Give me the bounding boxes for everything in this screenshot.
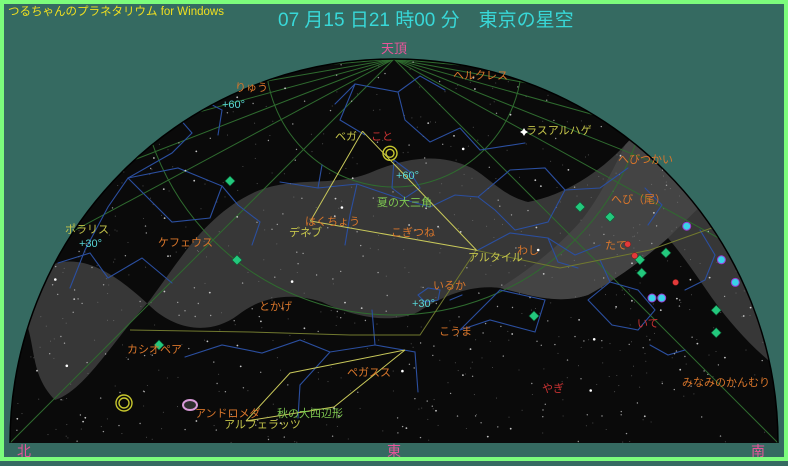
svg-text:たて: たて: [605, 239, 627, 252]
svg-text:デネブ: デネブ: [289, 225, 322, 239]
svg-text:天頂: 天頂: [381, 41, 407, 56]
svg-text:りゅう: りゅう: [235, 81, 268, 94]
svg-text:ペガスス: ペガスス: [347, 366, 391, 379]
svg-text:いて: いて: [637, 318, 659, 330]
svg-text:秋の大四辺形: 秋の大四辺形: [277, 406, 343, 420]
svg-text:みなみのかんむり: みなみのかんむり: [682, 376, 770, 389]
svg-text:ベガ: ベガ: [335, 130, 357, 143]
svg-text:やぎ: やぎ: [542, 381, 564, 395]
svg-text:へび（尾）: へび（尾）: [611, 193, 666, 206]
svg-text:南: 南: [751, 443, 765, 459]
svg-text:こと: こと: [371, 130, 393, 143]
svg-text:アルタイル: アルタイル: [468, 251, 523, 264]
svg-text:つるちゃんのプラネタリウム for Windows: つるちゃんのプラネタリウム for Windows: [8, 5, 224, 18]
svg-text:+60°: +60°: [396, 170, 419, 182]
svg-text:07 月15 日21 時00 分 東京の星空: 07 月15 日21 時00 分 東京の星空: [278, 9, 574, 31]
svg-text:ポラリス: ポラリス: [65, 223, 109, 236]
svg-text:+60°: +60°: [222, 99, 245, 111]
svg-text:こうま: こうま: [439, 325, 472, 338]
svg-text:ヘルクレス: ヘルクレス: [453, 69, 508, 82]
svg-text:こぎつね: こぎつね: [391, 225, 435, 239]
svg-text:北: 北: [17, 443, 31, 459]
svg-text:ケフェウス: ケフェウス: [158, 236, 213, 249]
svg-text:+30°: +30°: [79, 238, 102, 250]
svg-text:夏の大三角: 夏の大三角: [377, 195, 432, 209]
svg-text:アンドロメダ: アンドロメダ: [195, 406, 261, 420]
svg-text:ラスアルハゲ: ラスアルハゲ: [526, 124, 592, 137]
svg-text:カシオペア: カシオペア: [127, 343, 182, 356]
svg-text:アルフェラッツ: アルフェラッツ: [224, 419, 301, 431]
svg-text:へびつかい: へびつかい: [618, 153, 673, 166]
svg-text:東: 東: [387, 443, 401, 459]
svg-text:とかげ: とかげ: [259, 300, 292, 313]
svg-text:いるか: いるか: [433, 279, 466, 292]
svg-text:+30°: +30°: [412, 298, 435, 310]
